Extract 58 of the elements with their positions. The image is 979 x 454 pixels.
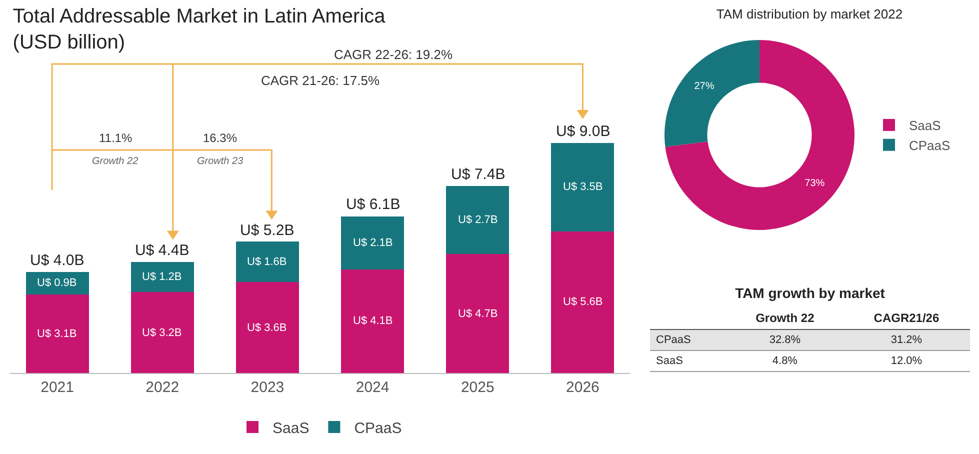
category-label: CPaaS bbox=[656, 334, 691, 346]
bar bbox=[551, 143, 614, 232]
bar bbox=[26, 294, 89, 373]
legend-label: SaaS bbox=[909, 118, 942, 134]
data-label: U$ 3.2B bbox=[142, 327, 182, 339]
text: 31.2% bbox=[890, 334, 922, 346]
total-label: U$ 7.4B bbox=[451, 166, 506, 183]
x-tick-label: 2026 bbox=[566, 379, 600, 396]
annotation: Growth 22 bbox=[92, 156, 139, 167]
category-label: SaaS bbox=[656, 355, 683, 367]
x-tick-label: 2024 bbox=[356, 379, 390, 396]
bar bbox=[551, 231, 614, 373]
data-label: U$ 3.6B bbox=[247, 322, 287, 334]
data-label: U$ 3.5B bbox=[563, 181, 603, 193]
legend-label: CPaaS bbox=[909, 138, 951, 153]
data-label: U$ 4.1B bbox=[353, 315, 393, 327]
bar bbox=[446, 254, 510, 373]
data-label: U$ 5.6B bbox=[563, 296, 603, 308]
total-label: U$ 9.0B bbox=[556, 123, 610, 140]
text: CAGR 21-26: 17.5% bbox=[261, 73, 380, 88]
bar bbox=[236, 282, 299, 373]
bar bbox=[130, 292, 194, 373]
data-label: 73% bbox=[804, 178, 825, 190]
text: TAM growth by market bbox=[734, 285, 886, 301]
total-label: U$ 4.4B bbox=[135, 242, 190, 259]
data-label: U$ 1.2B bbox=[142, 271, 182, 283]
data-label: 27% bbox=[694, 80, 714, 92]
data-label: U$ 2.1B bbox=[353, 237, 393, 249]
category-label: CAGR21/26 bbox=[842, 307, 970, 330]
annotation: 16.3% bbox=[203, 131, 238, 145]
data-label: U$ 2.7B bbox=[458, 214, 498, 226]
data-label: U$ 1.6B bbox=[247, 256, 287, 268]
data-label: U$ 3.1B bbox=[37, 328, 77, 340]
legend-label: SaaS bbox=[272, 420, 310, 437]
text: 32.8% bbox=[769, 334, 801, 346]
total-label: U$ 5.2B bbox=[240, 222, 294, 239]
annotation: Growth 23 bbox=[197, 156, 244, 167]
category-label: Growth 22 bbox=[726, 307, 843, 330]
total-label: U$ 4.0B bbox=[30, 252, 84, 269]
bar bbox=[341, 216, 404, 270]
bar bbox=[341, 269, 404, 373]
x-tick-label: 2021 bbox=[40, 379, 74, 396]
donut-slice bbox=[664, 40, 760, 147]
text: 12.0% bbox=[890, 355, 922, 367]
chart-title: TAM distribution by market 2022 bbox=[716, 6, 903, 22]
data-label: U$ 0.9B bbox=[37, 277, 77, 289]
x-tick-label: 2025 bbox=[460, 379, 494, 396]
text: 4.8% bbox=[772, 355, 798, 367]
legend-label: CPaaS bbox=[354, 420, 402, 437]
bar bbox=[446, 186, 510, 254]
annotation: 11.1% bbox=[99, 131, 132, 145]
data-label: U$ 4.7B bbox=[458, 308, 498, 320]
bar bbox=[130, 262, 194, 292]
donut-slice bbox=[665, 40, 854, 230]
x-tick-label: 2023 bbox=[250, 379, 284, 396]
total-label: U$ 6.1B bbox=[346, 196, 400, 213]
x-tick-label: 2022 bbox=[146, 379, 180, 396]
bar bbox=[236, 242, 299, 282]
